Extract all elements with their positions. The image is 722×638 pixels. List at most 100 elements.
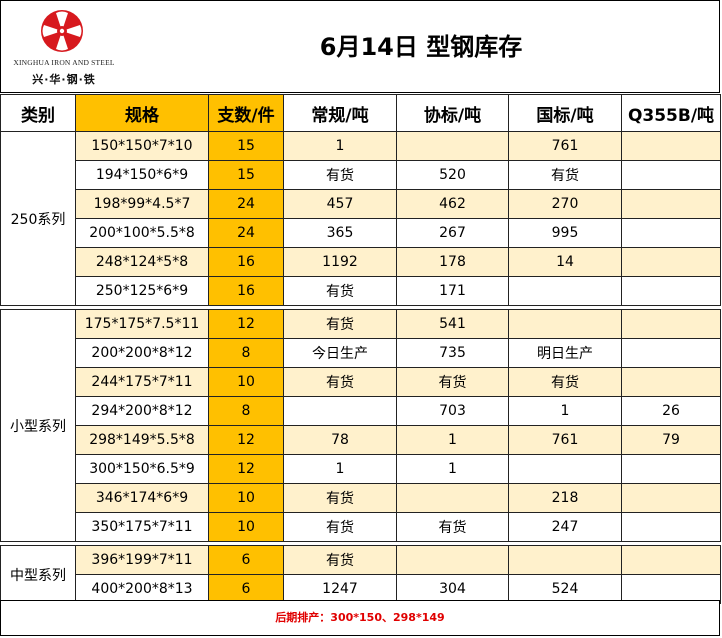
national-ton-cell: 247	[508, 512, 622, 542]
national-ton-cell: 524	[508, 574, 622, 604]
table-header-row: 类别 规格 支数/件 常规/吨 协标/吨 国标/吨 Q355B/吨	[0, 94, 721, 132]
table-row: 300*150*6.5*9 12 1 1	[1, 454, 721, 484]
association-ton-cell: 178	[396, 247, 509, 277]
table-row: 194*150*6*9 15 有货 520 有货	[1, 160, 721, 190]
table-row: 298*149*5.5*8 12 78 1 761 79	[1, 425, 721, 455]
regular-ton-cell: 有货	[283, 309, 397, 339]
group-gap	[0, 541, 721, 546]
count-cell: 8	[208, 396, 284, 426]
spec-cell: 150*150*7*10	[75, 131, 209, 161]
count-cell: 12	[208, 454, 284, 484]
q355b-ton-cell	[621, 483, 721, 513]
national-ton-cell: 有货	[508, 160, 622, 190]
category-cell: 250系列	[0, 131, 76, 306]
q355b-ton-cell	[621, 574, 721, 604]
spec-cell: 200*200*8*12	[75, 338, 209, 368]
regular-ton-cell: 有货	[283, 545, 397, 575]
regular-ton-cell: 1	[283, 454, 397, 484]
group-gap	[0, 305, 721, 310]
national-ton-cell	[508, 309, 622, 339]
production-note: 后期排产：300*150、298*149	[0, 600, 720, 636]
column-header-spec: 规格	[75, 94, 209, 132]
association-ton-cell: 541	[396, 309, 509, 339]
association-ton-cell: 1	[396, 454, 509, 484]
table-body: 250系列 150*150*7*10 15 1 761 194*150*6*9 15 有货 52…	[0, 131, 721, 604]
count-cell: 16	[208, 276, 284, 306]
table-row: 中型系列 396*199*7*11 6 有货	[0, 545, 721, 604]
regular-ton-cell: 有货	[283, 367, 397, 397]
association-ton-cell	[396, 131, 509, 161]
spec-cell: 194*150*6*9	[75, 160, 209, 190]
column-header-q355b: Q355B/吨	[621, 94, 721, 132]
column-header-regular: 常规/吨	[283, 94, 397, 132]
count-cell: 24	[208, 218, 284, 248]
group-separator	[0, 305, 721, 310]
table-row: 小型系列 175*175*7.5*11 12 有货 541	[0, 309, 721, 542]
regular-ton-cell: 有货	[283, 160, 397, 190]
regular-ton-cell: 有货	[283, 512, 397, 542]
table-row: 198*99*4.5*7 24 457 462 270	[1, 189, 721, 219]
spec-cell: 346*174*6*9	[75, 483, 209, 513]
spec-cell: 248*124*5*8	[75, 247, 209, 277]
spec-cell: 200*100*5.5*8	[75, 218, 209, 248]
association-ton-cell: 267	[396, 218, 509, 248]
national-ton-cell: 761	[508, 131, 622, 161]
count-cell: 10	[208, 367, 284, 397]
sheet-title: 6月14日 型钢库存	[319, 33, 523, 61]
column-header-national: 国标/吨	[508, 94, 622, 132]
q355b-ton-cell	[621, 309, 721, 339]
group-separator	[0, 541, 721, 546]
count-cell: 6	[208, 545, 284, 575]
count-cell: 8	[208, 338, 284, 368]
spec-cell: 294*200*8*12	[75, 396, 209, 426]
national-ton-cell: 1	[508, 396, 622, 426]
count-cell: 6	[208, 574, 284, 604]
q355b-ton-cell	[621, 367, 721, 397]
column-header-count: 支数/件	[208, 94, 284, 132]
national-ton-cell: 有货	[508, 367, 622, 397]
q355b-ton-cell	[621, 247, 721, 277]
spec-cell: 396*199*7*11	[75, 545, 209, 575]
table-row: 248*124*5*8 16 1192 178 14	[1, 247, 721, 277]
association-ton-cell: 735	[396, 338, 509, 368]
regular-ton-cell: 1	[283, 131, 397, 161]
q355b-ton-cell: 79	[621, 425, 721, 455]
table-row: 200*200*8*12 8 今日生产 735 明日生产	[1, 338, 721, 368]
national-ton-cell	[508, 276, 622, 306]
national-ton-cell: 995	[508, 218, 622, 248]
regular-ton-cell: 有货	[283, 483, 397, 513]
spec-cell: 300*150*6.5*9	[75, 454, 209, 484]
q355b-ton-cell	[621, 276, 721, 306]
spec-cell: 350*175*7*11	[75, 512, 209, 542]
national-ton-cell: 218	[508, 483, 622, 513]
regular-ton-cell	[283, 396, 397, 426]
logo-mark-icon	[41, 10, 83, 52]
category-cell: 小型系列	[0, 309, 76, 542]
table-row: 250系列 150*150*7*10 15 1 761	[0, 131, 721, 306]
count-cell: 10	[208, 512, 284, 542]
regular-ton-cell: 今日生产	[283, 338, 397, 368]
table-row: 250*125*6*9 16 有货 171	[1, 276, 721, 306]
count-cell: 24	[208, 189, 284, 219]
q355b-ton-cell: 26	[621, 396, 721, 426]
count-cell: 12	[208, 425, 284, 455]
q355b-ton-cell	[621, 189, 721, 219]
count-cell: 16	[208, 247, 284, 277]
association-ton-cell: 有货	[396, 367, 509, 397]
q355b-ton-cell	[621, 160, 721, 190]
national-ton-cell	[508, 454, 622, 484]
association-ton-cell: 1	[396, 425, 509, 455]
spec-cell: 400*200*8*13	[75, 574, 209, 604]
count-cell: 12	[208, 309, 284, 339]
table-row: 400*200*8*13 6 1247 304 524	[1, 574, 721, 604]
inventory-table: 类别 规格 支数/件 常规/吨 协标/吨 国标/吨 Q355B/吨 250系列 1…	[0, 94, 721, 604]
company-logo: XINGHUA IRON AND STEEL 兴·华·钢·铁	[5, 7, 115, 89]
national-ton-cell: 明日生产	[508, 338, 622, 368]
column-header-association: 协标/吨	[396, 94, 509, 132]
national-ton-cell: 761	[508, 425, 622, 455]
national-ton-cell: 14	[508, 247, 622, 277]
national-ton-cell: 270	[508, 189, 622, 219]
logo-chinese-name: 兴·华·钢·铁	[32, 73, 96, 86]
regular-ton-cell: 365	[283, 218, 397, 248]
